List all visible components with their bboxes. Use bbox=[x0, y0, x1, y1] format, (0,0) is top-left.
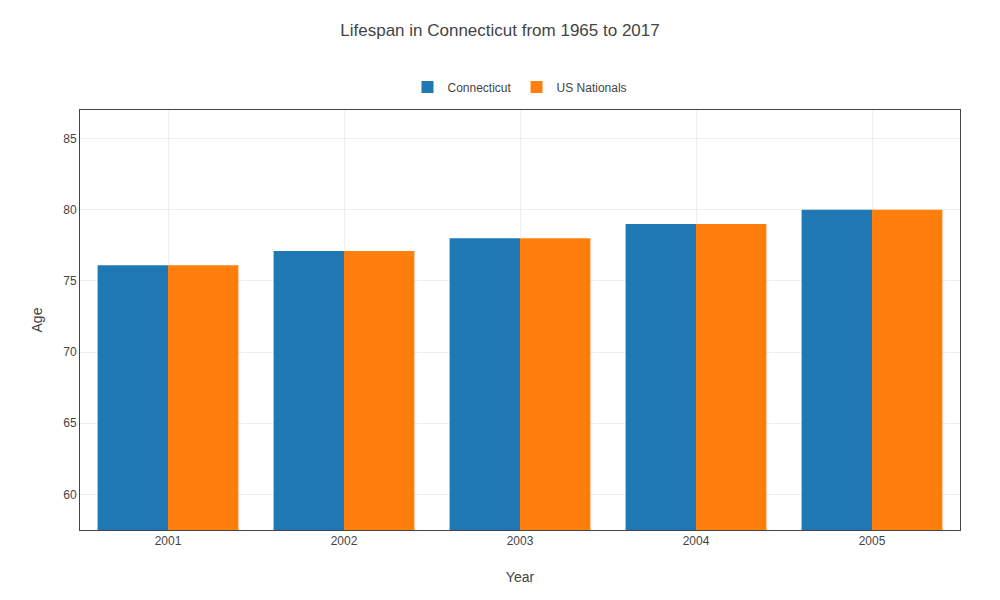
svg-text:65: 65 bbox=[63, 416, 77, 430]
svg-text:60: 60 bbox=[63, 488, 77, 502]
svg-text:85: 85 bbox=[63, 132, 77, 146]
svg-text:2004: 2004 bbox=[683, 534, 710, 548]
svg-text:2003: 2003 bbox=[507, 534, 534, 548]
svg-text:80: 80 bbox=[63, 203, 77, 217]
svg-text:2005: 2005 bbox=[859, 534, 886, 548]
svg-text:Age: Age bbox=[29, 307, 45, 332]
svg-text:Lifespan in Connecticut from 1: Lifespan in Connecticut from 1965 to 201… bbox=[340, 21, 659, 40]
svg-text:Year: Year bbox=[506, 569, 535, 585]
svg-text:2002: 2002 bbox=[331, 534, 358, 548]
svg-text:75: 75 bbox=[63, 274, 77, 288]
svg-text:2001: 2001 bbox=[155, 534, 182, 548]
svg-text:70: 70 bbox=[63, 345, 77, 359]
svg-text:Connecticut: Connecticut bbox=[448, 81, 512, 95]
svg-text:US Nationals: US Nationals bbox=[557, 81, 627, 95]
